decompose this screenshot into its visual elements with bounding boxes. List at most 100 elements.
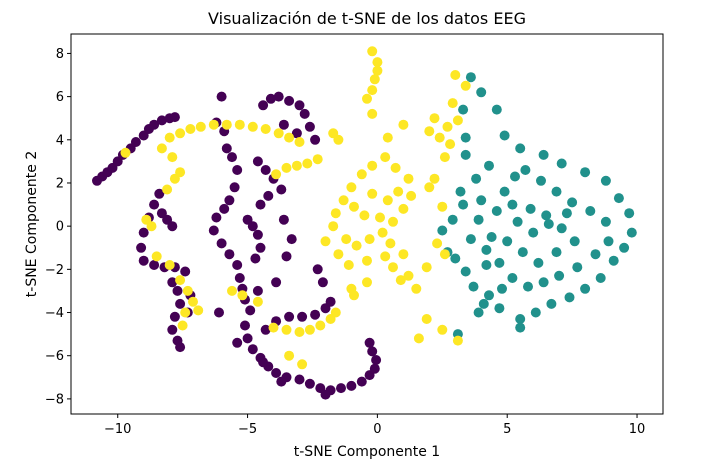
data-point (149, 199, 160, 210)
data-point (234, 273, 245, 283)
data-point (429, 173, 440, 184)
data-point (330, 307, 341, 318)
data-point (276, 376, 287, 387)
data-point (260, 324, 271, 335)
data-point (237, 290, 248, 301)
data-point (232, 165, 243, 175)
data-point (491, 206, 502, 216)
data-point (214, 307, 224, 318)
data-point (465, 72, 476, 83)
data-point (393, 186, 404, 197)
data-point (608, 255, 619, 266)
data-point (364, 234, 375, 245)
data-point (315, 320, 326, 331)
data-point (349, 201, 359, 212)
data-point (523, 281, 533, 292)
data-point (569, 236, 580, 247)
data-point (242, 333, 253, 344)
data-point (240, 320, 250, 331)
data-point (227, 152, 237, 163)
data-point (372, 65, 383, 76)
data-point (473, 214, 484, 225)
data-point (255, 199, 266, 210)
data-point (367, 160, 378, 171)
data-point (278, 119, 289, 130)
data-point (284, 132, 295, 143)
data-point (234, 119, 245, 130)
data-point (291, 160, 302, 171)
data-point (188, 296, 198, 307)
y-tick-label: −4 (45, 306, 64, 321)
data-point (172, 285, 183, 296)
data-point (369, 363, 380, 374)
data-point (273, 128, 284, 139)
data-point (130, 137, 141, 147)
data-point (330, 208, 341, 219)
data-point (437, 225, 448, 236)
data-point (554, 270, 565, 281)
data-point (149, 119, 160, 130)
data-point (452, 335, 463, 346)
data-point (491, 104, 502, 115)
data-point (600, 175, 611, 186)
data-point (561, 208, 572, 219)
data-point (515, 314, 526, 324)
data-point (388, 216, 398, 227)
data-point (268, 322, 279, 333)
data-point (533, 257, 544, 268)
data-point (341, 234, 352, 245)
data-point (434, 132, 445, 143)
data-point (450, 253, 461, 264)
data-point (120, 147, 131, 158)
data-point (395, 275, 406, 286)
data-point (177, 320, 188, 331)
data-point (333, 249, 344, 260)
data-point (271, 368, 282, 378)
data-point (208, 225, 219, 236)
data-point (551, 186, 562, 197)
data-point (299, 108, 310, 119)
data-point (580, 167, 591, 178)
data-point (294, 100, 305, 111)
data-point (421, 262, 432, 273)
data-point (546, 298, 557, 309)
data-point (252, 229, 263, 240)
data-point (455, 186, 466, 197)
y-axis-label: t-SNE Componente 2 (24, 151, 40, 297)
data-point (216, 91, 227, 102)
data-point (403, 270, 414, 281)
data-point (208, 119, 219, 130)
x-tick-label: 5 (503, 422, 511, 437)
data-point (372, 57, 383, 68)
data-point (390, 162, 401, 173)
data-point (310, 134, 321, 145)
data-point (626, 227, 637, 238)
data-point (232, 337, 243, 348)
data-point (458, 104, 469, 115)
data-point (362, 255, 372, 266)
data-point (175, 298, 186, 309)
series-2 (120, 46, 471, 370)
data-point (481, 244, 492, 255)
data-point (245, 305, 256, 316)
data-point (356, 169, 367, 180)
data-point (494, 303, 505, 314)
data-point (265, 93, 276, 104)
data-point (476, 195, 487, 206)
data-point (403, 173, 414, 184)
data-point (320, 236, 331, 247)
series-1 (437, 72, 637, 340)
data-point (154, 188, 165, 199)
data-point (367, 108, 378, 119)
data-point (252, 285, 263, 296)
y-tick-label: 6 (56, 90, 64, 105)
data-point (377, 227, 388, 238)
data-point (224, 195, 235, 206)
data-point (304, 324, 315, 335)
data-point (484, 160, 494, 171)
data-point (304, 121, 315, 132)
y-tick-label: −6 (45, 349, 64, 364)
data-point (252, 156, 263, 167)
data-point (382, 195, 393, 206)
data-point (551, 247, 562, 258)
